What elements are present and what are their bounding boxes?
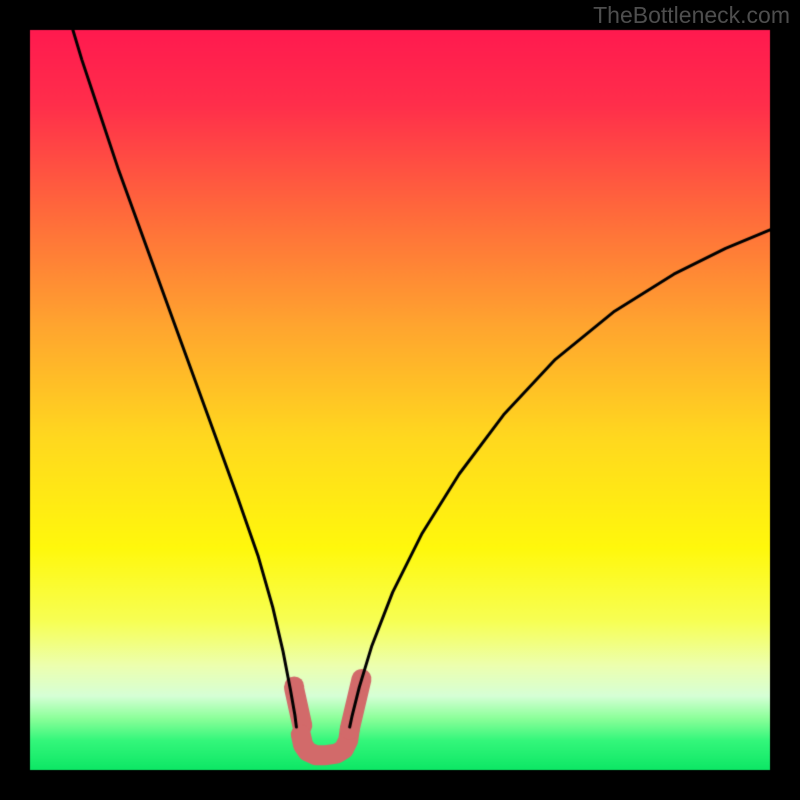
bottleneck-chart-canvas	[0, 0, 800, 800]
chart-stage: TheBottleneck.com	[0, 0, 800, 800]
